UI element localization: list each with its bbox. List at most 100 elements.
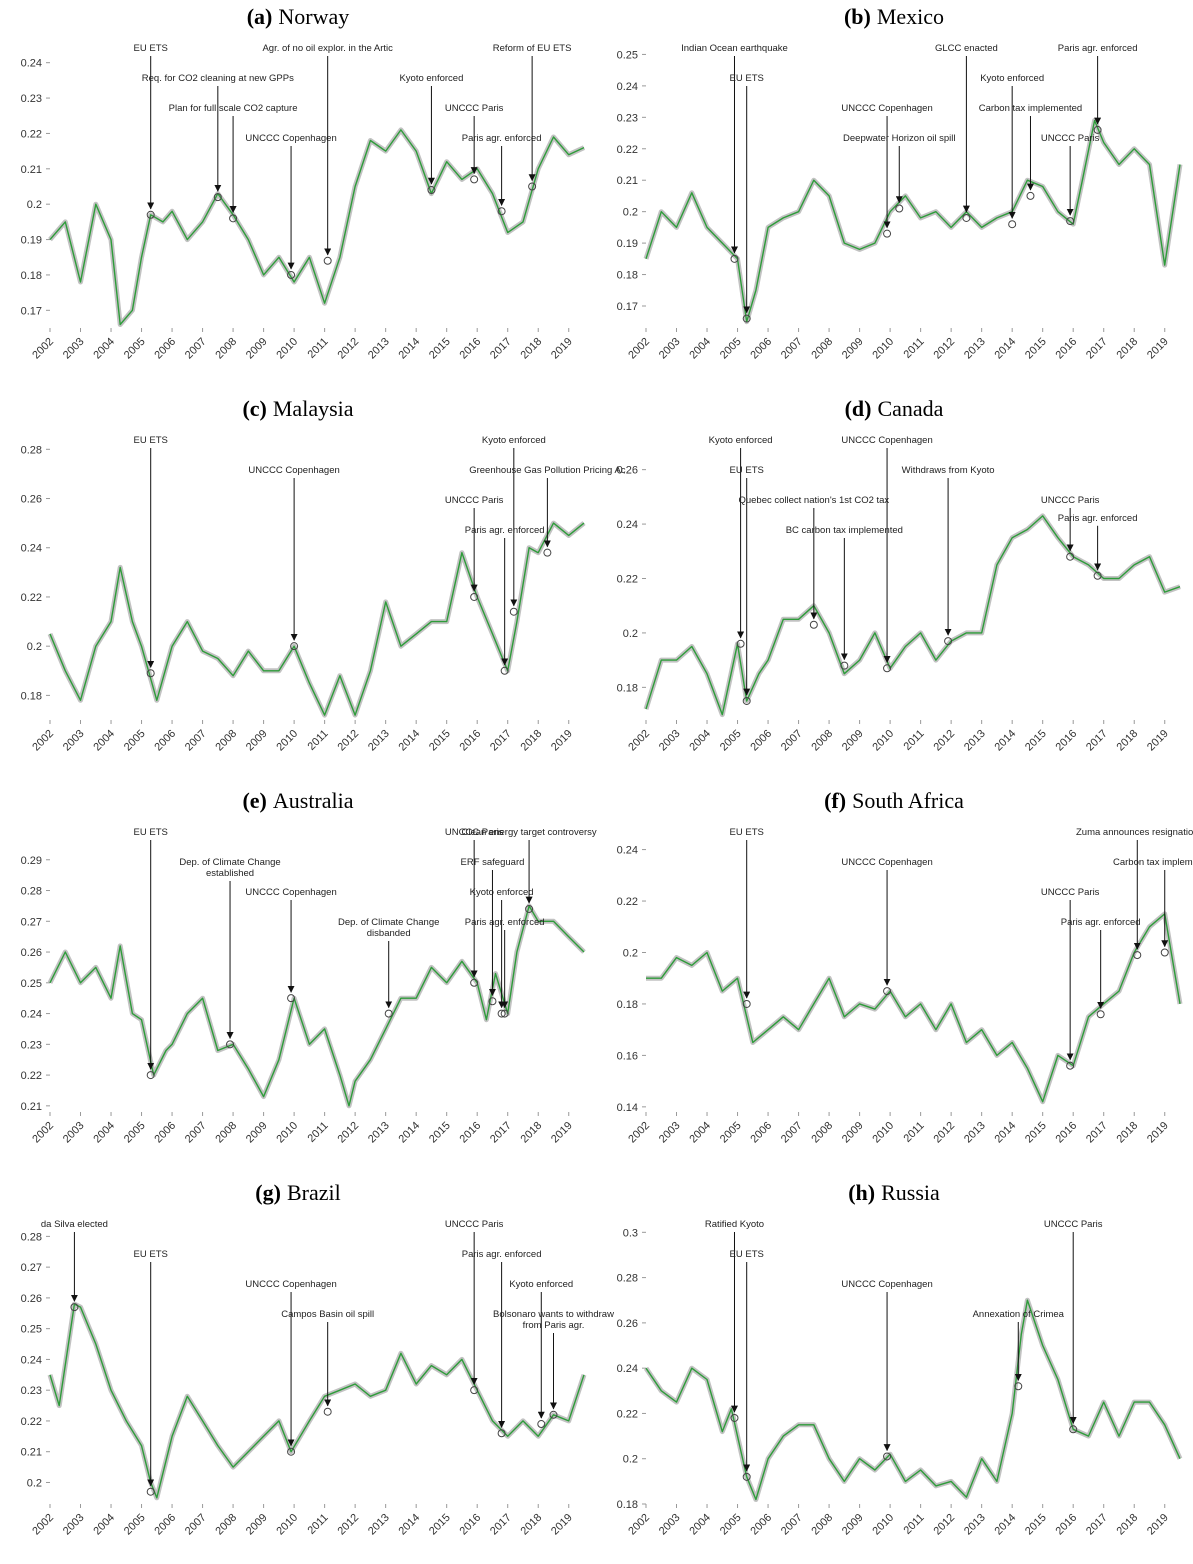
x-tick-label: 2017: [488, 336, 514, 362]
x-tick-label: 2015: [1023, 1120, 1049, 1146]
x-tick-label: 2016: [458, 1120, 484, 1146]
x-tick-label: 2003: [657, 1512, 683, 1538]
annotation-label: disbanded: [367, 928, 411, 939]
y-tick-label: 0.2: [623, 207, 638, 219]
x-tick-label: 2002: [30, 728, 56, 754]
x-tick-label: 2018: [1115, 1512, 1141, 1538]
y-tick-label: 0.23: [21, 1385, 42, 1397]
panel: (e) Australia 0.21 0.22 0.23 0.24 0.25 0.26 0.27…: [21, 788, 597, 1145]
annotation-point: [70, 1303, 79, 1312]
annotation-label: Kyoto enforced: [509, 1279, 573, 1290]
x-tick-label: 2010: [274, 1512, 300, 1538]
x-tick-label: 2008: [213, 1120, 239, 1146]
x-tick-label: 2010: [870, 336, 896, 362]
x-tick-label: 2014: [992, 336, 1018, 362]
x-tick-label: 2009: [840, 336, 866, 362]
y-tick-label: 0.18: [617, 1499, 638, 1511]
annotation-label: Kyoto enforced: [482, 435, 546, 446]
y-tick-label: 0.22: [21, 128, 42, 140]
annotation-point: [470, 978, 479, 987]
x-tick-label: 2008: [809, 1120, 835, 1146]
annotation-point: [730, 1413, 739, 1422]
annotation-point: [146, 1487, 155, 1496]
x-tick-label: 2015: [427, 1120, 453, 1146]
y-tick-label: 0.22: [21, 1416, 42, 1428]
y-tick-label: 0.22: [21, 592, 42, 604]
x-tick-label: 2012: [335, 728, 361, 754]
x-tick-label: 2005: [122, 1120, 148, 1146]
x-tick-label: 2003: [657, 1120, 683, 1146]
y-tick-label: 0.28: [21, 1231, 42, 1243]
annotation-point: [146, 210, 155, 219]
x-tick-label: 2006: [748, 728, 774, 754]
x-tick-label: 2005: [718, 1120, 744, 1146]
panel-country: Canada: [877, 396, 943, 421]
x-tick-label: 2016: [1054, 1512, 1080, 1538]
x-tick-label: 2002: [30, 336, 56, 362]
annotation-label: Kyoto enforced: [470, 887, 534, 898]
x-tick-label: 2012: [931, 1512, 957, 1538]
x-tick-label: 2017: [1084, 728, 1110, 754]
annotation-label: UNCCC Copenhagen: [841, 435, 932, 446]
series-line: [645, 515, 1181, 716]
annotation-label: Zuma announces resignation: [1076, 827, 1193, 838]
x-tick-label: 2012: [335, 336, 361, 362]
x-tick-label: 2013: [366, 728, 392, 754]
x-tick-label: 2006: [152, 1120, 178, 1146]
panel-label: (h): [848, 1180, 875, 1205]
annotation-label: UNCCC Paris: [445, 103, 504, 114]
annotation-label: Paris agr. enforced: [1058, 513, 1138, 524]
annotation-point: [1069, 1425, 1078, 1434]
y-tick-label: 0.2: [623, 947, 638, 959]
x-tick-label: 2016: [458, 336, 484, 362]
x-tick-label: 2005: [122, 336, 148, 362]
y-tick-label: 0.19: [21, 235, 42, 247]
x-tick-label: 2006: [748, 1120, 774, 1146]
annotation-label: Clean energy target controversy: [461, 827, 596, 838]
x-tick-label: 2018: [519, 1512, 545, 1538]
annotation-label: UNCCC Copenhagen: [245, 133, 336, 144]
x-tick-label: 2007: [183, 336, 209, 362]
x-tick-label: 2005: [718, 336, 744, 362]
y-tick-label: 0.26: [617, 465, 638, 477]
annotation-label: Deepwater Horizon oil spill: [843, 133, 955, 144]
y-tick-label: 0.25: [617, 49, 638, 61]
x-tick-label: 2002: [30, 1512, 56, 1538]
annotation-point: [146, 669, 155, 678]
x-tick-label: 2003: [61, 336, 87, 362]
y-tick-label: 0.21: [21, 164, 42, 176]
x-tick-label: 2004: [687, 1512, 713, 1538]
x-tick-label: 2011: [306, 1512, 331, 1537]
x-tick-label: 2019: [1145, 336, 1171, 362]
x-tick-label: 2003: [61, 1120, 87, 1146]
annotation-point: [962, 213, 971, 222]
annotation-label: Greenhouse Gas Pollution Pricing Ac: [469, 465, 626, 476]
x-tick-label: 2009: [244, 1120, 270, 1146]
annotation-label: Campos Basin oil spill: [281, 1309, 374, 1320]
annotation-label: EU ETS: [134, 43, 168, 54]
annotation-label: UNCCC Copenhagen: [841, 857, 932, 868]
x-tick-label: 2018: [1115, 728, 1141, 754]
annotation-label: from Paris agr.: [523, 1320, 585, 1331]
panel-title: (h) Russia: [848, 1180, 940, 1205]
annotation-label: UNCCC Paris: [445, 1219, 504, 1230]
x-tick-label: 2007: [183, 1512, 209, 1538]
x-tick-label: 2010: [274, 728, 300, 754]
x-tick-label: 2013: [366, 1120, 392, 1146]
series-line: [49, 905, 585, 1107]
x-tick-label: 2014: [992, 728, 1018, 754]
annotation-label: UNCCC Copenhagen: [245, 887, 336, 898]
annotation-label: Bolsonaro wants to withdraw: [493, 1309, 614, 1320]
x-tick-label: 2002: [626, 1120, 652, 1146]
x-tick-label: 2002: [626, 336, 652, 362]
series-line: [49, 1303, 585, 1499]
annotation-label: Paris agr. enforced: [1061, 917, 1141, 928]
y-tick-label: 0.23: [617, 112, 638, 124]
y-tick-label: 0.18: [617, 682, 638, 694]
annotation-label: UNCCC Copenhagen: [841, 103, 932, 114]
x-tick-label: 2015: [1023, 336, 1049, 362]
x-tick-label: 2005: [718, 728, 744, 754]
panel: (b) Mexico 0.17 0.18 0.19 0.2 0.21 0.22 0.23 0.24…: [617, 4, 1183, 362]
annotation-label: Withdraws from Kyoto: [902, 465, 995, 476]
